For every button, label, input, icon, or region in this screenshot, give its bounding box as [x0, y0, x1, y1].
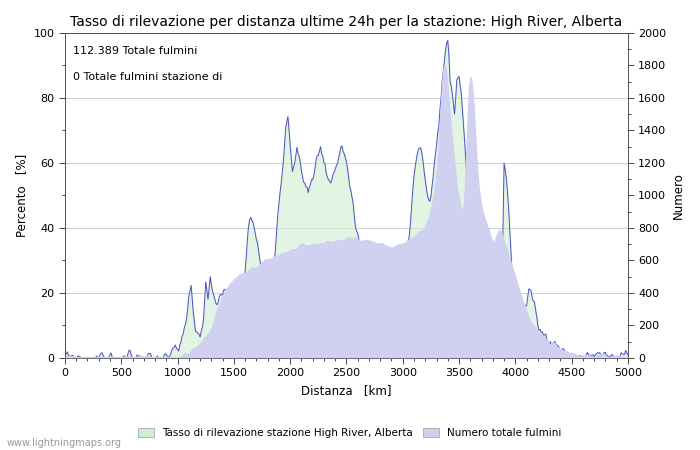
Y-axis label: Percento   [%]: Percento [%]: [15, 154, 28, 237]
Legend: Tasso di rilevazione stazione High River, Alberta, Numero totale fulmini: Tasso di rilevazione stazione High River…: [134, 424, 566, 442]
Text: 0 Totale fulmini stazione di: 0 Totale fulmini stazione di: [74, 72, 223, 82]
Text: www.lightningmaps.org: www.lightningmaps.org: [7, 438, 122, 448]
Title: Tasso di rilevazione per distanza ultime 24h per la stazione: High River, Albert: Tasso di rilevazione per distanza ultime…: [70, 15, 622, 29]
Text: 112.389 Totale fulmini: 112.389 Totale fulmini: [74, 46, 198, 56]
X-axis label: Distanza   [km]: Distanza [km]: [301, 384, 392, 397]
Y-axis label: Numero: Numero: [672, 172, 685, 219]
